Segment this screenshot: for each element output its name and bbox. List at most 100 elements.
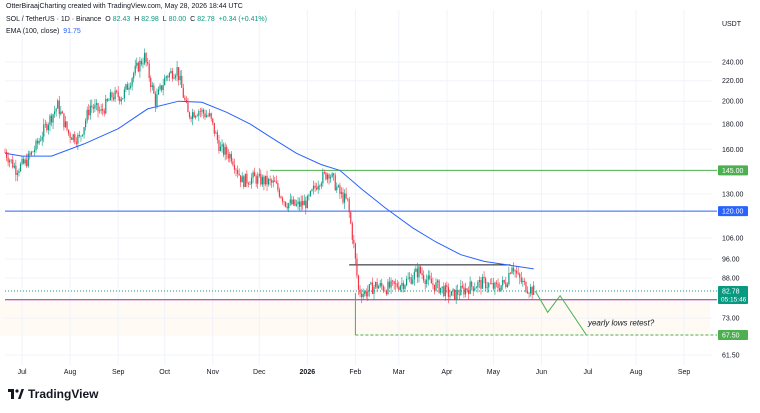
- candle-body: [353, 239, 355, 244]
- price-axis[interactable]: 240.00 220.00 200.00 180.00 160.00 130.00 106.…: [718, 60, 748, 360]
- ema-value: 91.75: [63, 28, 81, 35]
- candle-body: [154, 93, 156, 106]
- candle-body: [275, 181, 277, 184]
- candle-body: [145, 52, 147, 62]
- candle-body: [317, 185, 319, 190]
- high-label: H: [134, 16, 140, 23]
- currency-label[interactable]: USDT: [721, 21, 741, 28]
- candle-body: [129, 85, 132, 88]
- candle-body: [426, 279, 428, 284]
- candle-body: [463, 287, 465, 295]
- ema-legend[interactable]: EMA (100, close) 91.75: [6, 28, 83, 35]
- candle-body: [385, 290, 388, 295]
- candle-body: [36, 140, 39, 144]
- candle-body: [323, 172, 325, 173]
- candle-body: [114, 90, 116, 100]
- y-tick-label: 61.50: [722, 353, 740, 360]
- candle-body: [151, 85, 153, 88]
- candle-body: [13, 165, 15, 168]
- candle-body: [438, 280, 440, 293]
- candle-body: [38, 140, 40, 144]
- x-tick-label: Jun: [536, 369, 547, 376]
- candle-body: [361, 293, 363, 298]
- candle-body: [215, 132, 217, 134]
- candle-body: [232, 161, 234, 166]
- candle-body: [252, 172, 254, 178]
- candle-body: [483, 277, 485, 279]
- candle-body: [511, 267, 513, 274]
- candle-body: [399, 285, 401, 290]
- symbol-line: SOL / TetherUS · 1D · Binance O 82.43 H 82…: [6, 16, 269, 23]
- candle-body: [266, 175, 268, 185]
- candle-body: [19, 163, 22, 172]
- candle-body: [292, 199, 294, 205]
- candle-body: [297, 201, 299, 205]
- candle-body: [441, 286, 443, 288]
- candle-body: [405, 279, 408, 286]
- price-label-badge: [718, 286, 748, 305]
- candle-body: [272, 180, 274, 183]
- candle-body: [423, 275, 425, 281]
- candle-body: [63, 113, 65, 128]
- candle-body: [75, 141, 77, 144]
- candle-body: [522, 280, 524, 283]
- candle-body: [298, 201, 301, 207]
- candle-body: [362, 293, 364, 298]
- candle-body: [18, 171, 20, 173]
- candle-body: [261, 176, 263, 185]
- candle-body: [492, 282, 494, 289]
- candle-body: [378, 286, 380, 289]
- candle-body: [80, 135, 82, 137]
- candle-body: [29, 153, 31, 155]
- candle-body: [44, 123, 46, 125]
- horizontal-levels: [5, 169, 717, 336]
- tradingview-logo[interactable]: TradingView: [8, 387, 98, 401]
- x-tick-label: Dec: [253, 369, 266, 376]
- price-label-text: 120.00: [722, 209, 744, 216]
- candle-body: [199, 111, 201, 112]
- candle-body: [202, 109, 205, 114]
- time-axis[interactable]: Jul Aug Sep Oct Nov Dec 2026 Feb Mar Apr May Jun Jul…: [18, 369, 691, 376]
- candle-body: [500, 285, 502, 291]
- candle-body: [72, 134, 74, 140]
- candle-body: [430, 278, 432, 284]
- candle-body: [271, 180, 273, 183]
- chart-credit: OtterBiraajCharting created with Trading…: [6, 3, 243, 10]
- candle-body: [55, 108, 57, 112]
- candle-body: [281, 197, 284, 202]
- candle-body: [71, 137, 73, 140]
- candle-body: [392, 280, 394, 282]
- candle-body: [9, 160, 11, 163]
- candle-body: [412, 279, 414, 284]
- candle-body: [343, 193, 346, 203]
- candle-body: [409, 277, 411, 279]
- candle-body: [198, 111, 200, 116]
- candle-body: [5, 152, 8, 158]
- candle-body: [450, 291, 453, 296]
- candle-body: [126, 84, 129, 90]
- candle-body: [192, 112, 194, 120]
- candle-body: [27, 153, 29, 167]
- candle-body: [119, 96, 121, 102]
- candle-body: [390, 280, 392, 288]
- candle-body: [81, 134, 84, 136]
- projection-path: [534, 290, 587, 336]
- candle-body: [376, 282, 378, 289]
- candle-body: [489, 283, 491, 284]
- symbol-name[interactable]: SOL / TetherUS · 1D · Binance: [6, 16, 102, 23]
- high-value: 82.98: [141, 16, 159, 23]
- candle-body: [528, 293, 530, 294]
- candle-body: [475, 287, 477, 289]
- candle-body: [21, 158, 23, 164]
- candle-body: [131, 78, 133, 86]
- candle-body: [143, 52, 146, 64]
- candle-body: [137, 62, 139, 72]
- candle-body: [229, 153, 231, 159]
- candle-body: [85, 120, 87, 128]
- candle-body: [311, 189, 313, 191]
- candle-body: [136, 62, 138, 66]
- candle-body: [291, 199, 293, 205]
- candle-body: [240, 175, 242, 183]
- candle-body: [150, 77, 152, 88]
